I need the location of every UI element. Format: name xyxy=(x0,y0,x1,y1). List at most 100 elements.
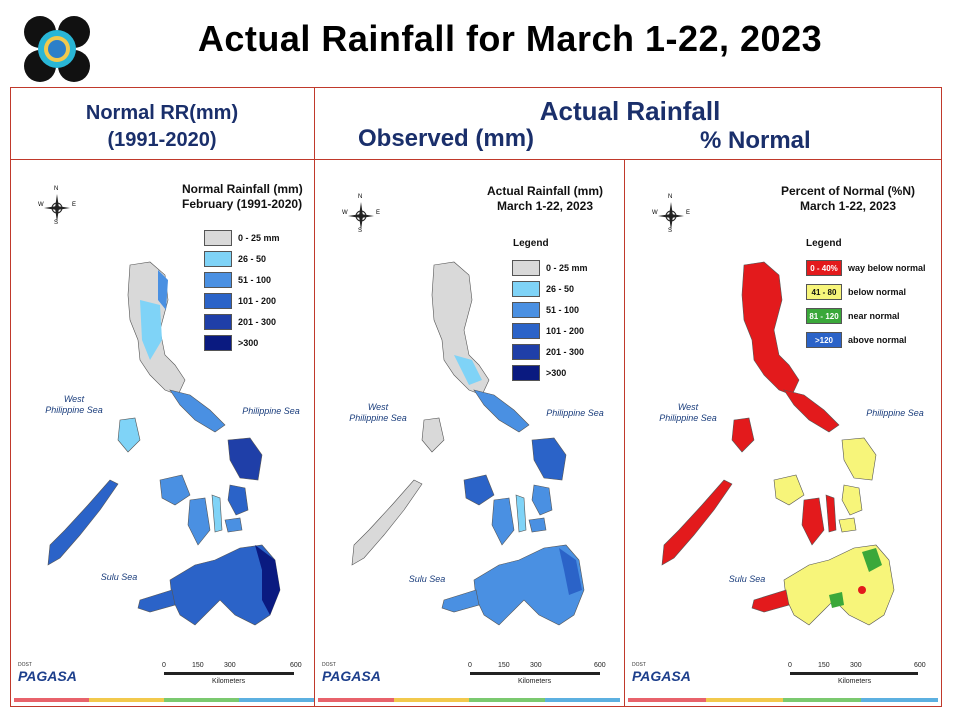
strip-green xyxy=(164,698,239,702)
compass-n: N xyxy=(358,194,363,200)
dost-label: DOST xyxy=(632,662,646,668)
legend-swatch xyxy=(204,251,232,267)
scale-t2: 300 xyxy=(850,662,862,669)
scale-t3: 600 xyxy=(914,662,926,669)
legend-swatch xyxy=(512,302,540,318)
compass-n: N xyxy=(668,194,673,200)
legend-label: 51 - 100 xyxy=(546,305,580,315)
sea-west-line2: Philippine Sea xyxy=(349,413,407,423)
sea-west-line2: Philippine Sea xyxy=(659,413,717,423)
legend-label: near normal xyxy=(848,311,900,321)
scale-line xyxy=(470,672,600,675)
panel-title: Percent of Normal (%N) March 1-22, 2023 xyxy=(778,184,918,214)
legend-label: 101 - 200 xyxy=(546,326,585,336)
compass-w: W xyxy=(652,210,658,216)
panel-title: Normal Rainfall (mm) February (1991-2020… xyxy=(182,182,312,212)
compass-rose-icon xyxy=(658,202,684,230)
legend-item: 51 - 100 xyxy=(204,272,271,288)
sea-label-sulu: Sulu Sea xyxy=(728,574,766,584)
strip-blue xyxy=(860,698,938,702)
panel-title-line1: Normal Rainfall (mm) xyxy=(182,182,303,196)
legend-item: 41 - 80 below normal xyxy=(806,284,906,300)
scale-t0: 0 xyxy=(788,662,792,669)
strip-blue xyxy=(544,698,620,702)
legend-item: 81 - 120 near normal xyxy=(806,308,900,324)
panel-title-line2: March 1-22, 2023 xyxy=(799,199,897,213)
panel-observed: N S W E Actual Rainfall (mm) March 1-22,… xyxy=(318,162,618,702)
legend-item: 26 - 50 xyxy=(204,251,266,267)
actual-rainfall-heading: Actual Rainfall xyxy=(539,96,721,126)
sea-west-line1: West xyxy=(677,402,699,412)
strip-red xyxy=(14,698,89,702)
legend-label: 201 - 300 xyxy=(238,317,277,327)
strip-yellow xyxy=(705,698,783,702)
legend-title: Legend xyxy=(513,238,549,249)
header-divider xyxy=(10,159,942,160)
strip-yellow xyxy=(89,698,164,702)
scale-t1: 150 xyxy=(818,662,830,669)
legend-item: 26 - 50 xyxy=(512,281,574,297)
legend-title: Legend xyxy=(806,238,842,249)
sea-label-sulu: Sulu Sea xyxy=(408,574,446,584)
compass-rose-icon xyxy=(348,202,374,230)
scale-unit: Kilometers xyxy=(518,678,552,685)
sea-label-sulu: Sulu Sea xyxy=(100,572,138,582)
legend-label: 0 - 25 mm xyxy=(546,263,588,273)
legend-item: 0 - 25 mm xyxy=(512,260,588,276)
legend-swatch xyxy=(512,281,540,297)
sea-label-west: West Philippine Sea xyxy=(648,402,728,424)
scale-t0: 0 xyxy=(468,662,472,669)
strip-yellow xyxy=(393,698,469,702)
compass-s: S xyxy=(358,228,363,234)
strip-blue xyxy=(239,698,314,702)
map-normal xyxy=(47,261,281,626)
pagasa-logo: DOST PAGASA xyxy=(632,662,702,684)
legend-item: 51 - 100 xyxy=(512,302,579,318)
sea-label-east: Philippine Sea xyxy=(242,406,300,416)
legend-swatch xyxy=(512,344,540,360)
panel-title-line2: March 1-22, 2023 xyxy=(496,199,594,213)
legend-swatch: 0 - 40% xyxy=(806,260,842,276)
legend-swatch xyxy=(204,272,232,288)
legend-label: way below normal xyxy=(848,263,926,273)
legend-label: 26 - 50 xyxy=(546,284,575,294)
legend-item: >300 xyxy=(512,365,566,381)
scale-t2: 300 xyxy=(224,662,236,669)
legend-swatch xyxy=(204,230,232,246)
panel-title-line2: February (1991-2020) xyxy=(182,197,303,211)
compass-e: E xyxy=(376,210,381,216)
legend-item: 101 - 200 xyxy=(512,323,584,339)
strip-green xyxy=(783,698,861,702)
legend-label: 101 - 200 xyxy=(238,296,277,306)
pagasa-logo: DOST PAGASA xyxy=(322,662,392,684)
legend-item: >300 xyxy=(204,335,258,351)
legend-label: below normal xyxy=(848,287,907,297)
sea-west-line1: West xyxy=(367,402,389,412)
scale-t3: 600 xyxy=(594,662,606,669)
strip-red xyxy=(628,698,706,702)
panel-normal: N S W E Normal Rainfall (mm) February (1… xyxy=(14,162,314,702)
sea-label-east: Philippine Sea xyxy=(866,408,924,418)
legend-label: >300 xyxy=(238,338,259,348)
scale-t3: 600 xyxy=(290,662,302,669)
scale-line xyxy=(790,672,918,675)
legend-label: 51 - 100 xyxy=(238,275,272,285)
legend-item: 201 - 300 xyxy=(204,314,276,330)
scale-t2: 300 xyxy=(530,662,542,669)
panel-title: Actual Rainfall (mm) March 1-22, 2023 xyxy=(478,184,612,214)
legend-item: 0 - 25 mm xyxy=(204,230,280,246)
legend-swatch xyxy=(204,293,232,309)
normal-period-label: (1991-2020) xyxy=(107,129,217,151)
normal-rr-heading: Normal RR(mm) (1991-2020) xyxy=(12,100,312,154)
legend-item: 0 - 40% way below normal xyxy=(806,260,926,276)
legend-swatch xyxy=(204,314,232,330)
pagasa-wordmark: PAGASA xyxy=(18,668,77,684)
scale-t1: 150 xyxy=(192,662,204,669)
legend-item: >120 above normal xyxy=(806,332,907,348)
legend-swatch xyxy=(512,323,540,339)
pagasa-seal-logo xyxy=(24,16,90,82)
compass-n: N xyxy=(54,186,59,192)
compass-e: E xyxy=(686,210,691,216)
panel-title-line1: Percent of Normal (%N) xyxy=(780,184,916,198)
scale-t1: 150 xyxy=(498,662,510,669)
